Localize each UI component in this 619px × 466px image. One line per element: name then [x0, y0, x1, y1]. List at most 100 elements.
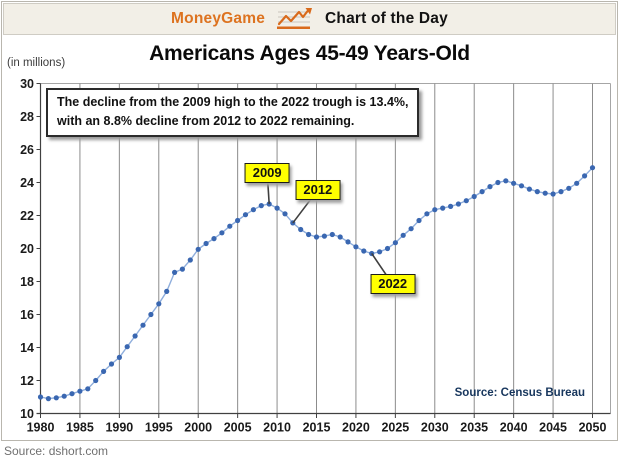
data-point-1980: [37, 394, 44, 400]
data-point-2039: [503, 178, 509, 184]
x-tick-label-2010: 2010: [263, 421, 291, 435]
y-tick-label-10: 10: [20, 407, 34, 421]
data-point-2019: [345, 239, 351, 245]
chart-title: Americans Ages 45-49 Years-Old: [149, 42, 470, 65]
x-tick-label-2035: 2035: [460, 421, 488, 435]
chart-region: (in millions) Americans Ages 45-49 Years…: [0, 34, 619, 466]
data-point-1999: [187, 257, 193, 263]
data-point-2006: [242, 212, 249, 218]
data-point-2038: [495, 179, 501, 186]
data-point-1992: [132, 333, 138, 339]
y-tick-label-16: 16: [20, 308, 34, 322]
data-point-2047: [566, 185, 572, 191]
x-tick-label-2045: 2045: [539, 421, 567, 435]
data-point-2021: [361, 248, 367, 254]
data-point-1991: [124, 344, 130, 350]
data-point-2029: [424, 211, 430, 217]
data-point-2017: [329, 231, 335, 238]
y-tick-label-12: 12: [20, 374, 34, 388]
data-point-2009: [266, 201, 272, 207]
header-banner: MoneyGame Chart of the Day: [3, 3, 616, 35]
data-point-1985: [77, 388, 83, 394]
data-point-2036: [479, 189, 485, 195]
data-point-1983: [61, 393, 67, 399]
data-point-2048: [574, 180, 580, 186]
data-point-2024: [384, 245, 391, 252]
data-point-2014: [306, 231, 312, 238]
annotation-box: The decline from the 2009 high to the 20…: [46, 88, 420, 137]
callout-2009: 2009: [244, 162, 290, 183]
y-tick-label-30: 30: [20, 77, 34, 91]
annotation-line-2: with an 8.8% decline from 2012 to 2022 r…: [57, 113, 355, 128]
chart-card: MoneyGame Chart of the Day: [1, 1, 618, 441]
data-point-1997: [172, 269, 178, 275]
sparkline-arrow-icon: [277, 8, 313, 29]
data-point-2002: [211, 236, 217, 242]
data-point-2020: [353, 244, 359, 250]
data-point-1986: [85, 386, 91, 392]
data-point-2008: [258, 203, 264, 209]
data-point-2042: [526, 186, 533, 192]
data-point-2041: [518, 183, 525, 189]
data-point-1995: [156, 301, 162, 307]
annotation-line-1: The decline from the 2009 high to the 20…: [57, 95, 409, 109]
data-point-1998: [179, 266, 185, 272]
y-tick-label-14: 14: [20, 341, 34, 355]
header-title: Chart of the Day: [325, 10, 448, 27]
data-point-2050: [589, 165, 596, 171]
x-tick-label-2040: 2040: [500, 421, 528, 435]
data-point-1994: [148, 311, 154, 318]
data-point-2031: [440, 205, 446, 211]
data-point-2049: [582, 173, 588, 179]
data-point-2028: [416, 217, 422, 224]
data-point-2000: [195, 246, 201, 252]
y-tick-label-26: 26: [20, 143, 34, 157]
data-point-2043: [534, 189, 540, 195]
x-tick-label-1995: 1995: [145, 421, 173, 435]
data-point-2003: [219, 230, 225, 236]
data-point-2005: [235, 217, 241, 224]
data-point-2011: [282, 211, 288, 217]
data-point-2025: [392, 240, 398, 246]
data-point-2027: [408, 226, 414, 232]
data-point-2007: [250, 207, 256, 213]
x-tick-label-2000: 2000: [184, 421, 212, 435]
data-point-1989: [108, 361, 115, 367]
data-point-2033: [455, 201, 461, 207]
data-point-2026: [400, 232, 406, 238]
data-point-2010: [274, 205, 280, 211]
y-tick-label-28: 28: [20, 110, 34, 124]
x-tick-label-2020: 2020: [342, 421, 370, 435]
data-point-2046: [558, 189, 564, 195]
x-tick-label-1980: 1980: [27, 421, 55, 435]
data-point-2037: [487, 184, 493, 190]
x-tick-label-1990: 1990: [105, 421, 133, 435]
y-tick-label-22: 22: [20, 209, 34, 223]
callout-2012: 2012: [295, 179, 341, 200]
data-point-1996: [164, 288, 170, 294]
y-tick-label-18: 18: [20, 275, 34, 289]
x-tick-label-2050: 2050: [579, 421, 607, 435]
page-source-label: Source: dshort.com: [4, 444, 109, 458]
data-point-1988: [101, 368, 107, 374]
data-point-2018: [337, 234, 343, 240]
chart-source-label: Source: Census Bureau: [454, 387, 585, 399]
data-point-2034: [463, 198, 469, 204]
data-point-1981: [45, 396, 52, 402]
y-axis-unit-label: (in millions): [7, 57, 66, 69]
brand-moneygame[interactable]: MoneyGame: [171, 10, 266, 27]
x-tick-label-2015: 2015: [303, 421, 331, 435]
data-point-1984: [69, 391, 75, 397]
data-point-2004: [227, 223, 233, 229]
data-point-1982: [53, 395, 59, 401]
data-point-2016: [321, 233, 327, 239]
data-point-1993: [140, 322, 146, 328]
y-tick-label-20: 20: [20, 242, 34, 256]
y-tick-label-24: 24: [20, 176, 34, 190]
data-point-2013: [298, 226, 304, 233]
data-point-2032: [448, 203, 454, 209]
data-point-2030: [432, 207, 438, 213]
data-point-2001: [203, 240, 209, 247]
